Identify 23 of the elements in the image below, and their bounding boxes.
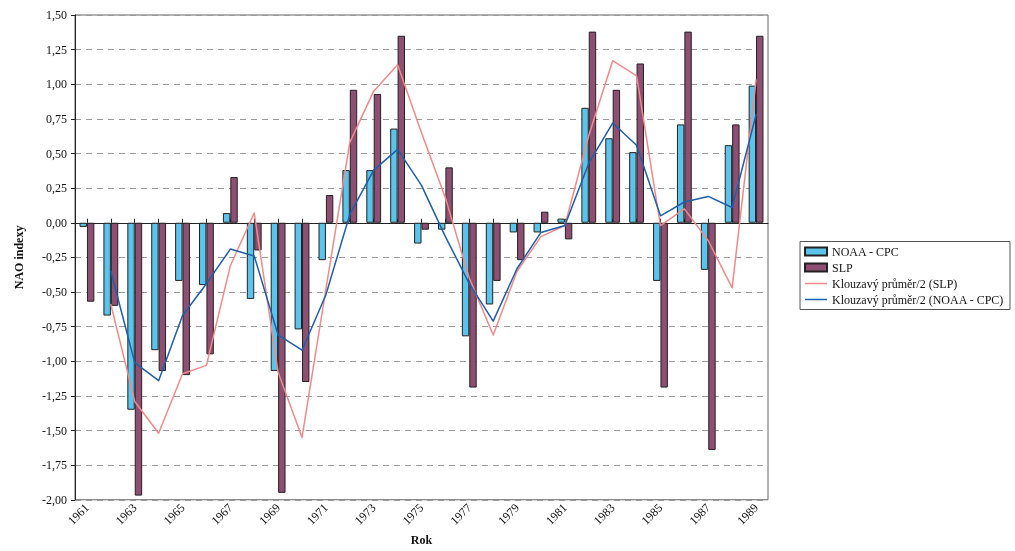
legend-label: SLP xyxy=(832,260,854,275)
legend-label: Klouzavý průměr/2 (SLP) xyxy=(832,276,958,291)
y-tick-label: 0,75 xyxy=(46,111,67,126)
y-tick-label: 0,50 xyxy=(46,146,67,161)
y-tick-label: -0,75 xyxy=(42,319,67,334)
legend-label: NOAA - CPC xyxy=(832,244,899,259)
y-axis-title: NAO indexy xyxy=(12,225,26,290)
y-tick-label: -1,75 xyxy=(42,458,67,473)
legend-label: Klouzavý průměr/2 (NOAA - CPC) xyxy=(832,292,1004,307)
y-tick-label: -0,50 xyxy=(42,285,67,300)
x-axis-title: Rok xyxy=(410,533,433,547)
y-tick-label: -1,25 xyxy=(42,388,67,403)
line-series xyxy=(110,59,757,439)
y-tick-label: 0,25 xyxy=(46,181,67,196)
y-tick-label: 1,00 xyxy=(46,77,67,92)
y-tick-label: -2,00 xyxy=(42,492,67,507)
y-tick-label: 1,50 xyxy=(46,8,67,22)
y-tick-label: 1,25 xyxy=(46,42,67,57)
y-tick-label: -1,00 xyxy=(42,354,67,369)
y-tick-label: -1,50 xyxy=(42,423,67,438)
line-series xyxy=(110,113,757,382)
y-tick-label: 0,00 xyxy=(46,215,67,230)
y-tick-label: -0,25 xyxy=(42,250,67,265)
